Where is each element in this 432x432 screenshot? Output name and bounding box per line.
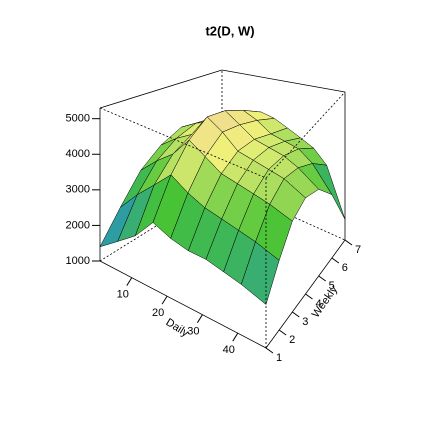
y-tick-label: 7 <box>355 244 361 256</box>
chart-title: t2(D, W) <box>205 23 254 38</box>
y-tick-label: 5 <box>329 280 335 292</box>
y-tick-label: 6 <box>342 262 348 274</box>
box-edge <box>99 260 267 349</box>
x-tick <box>161 295 168 305</box>
x-tick <box>232 332 239 342</box>
surface-facet <box>240 241 280 305</box>
y-tick-label: 1 <box>276 352 282 364</box>
x-tick-label: 30 <box>187 326 199 338</box>
box-edge <box>221 69 346 93</box>
y-tick <box>292 311 300 318</box>
y-tick <box>331 257 340 264</box>
x-tick <box>197 314 203 323</box>
y-tick <box>344 239 353 246</box>
x-tick-label: 40 <box>223 344 235 356</box>
z-tick-label: 3000 <box>66 184 90 196</box>
y-tick <box>278 329 287 336</box>
y-tick-label: 2 <box>289 334 295 346</box>
box-edge <box>221 184 346 241</box>
z-tick-label: 5000 <box>66 113 90 125</box>
box-edge <box>99 69 223 109</box>
x-tick-label: 10 <box>117 289 129 301</box>
y-tick-label: 3 <box>302 316 308 328</box>
y-tick <box>265 347 274 354</box>
y-tick-label: 4 <box>315 298 321 310</box>
y-tick <box>305 293 313 300</box>
z-tick-label: 2000 <box>66 219 90 231</box>
y-axis-label: Weekly <box>310 283 341 320</box>
y-tick <box>318 275 326 282</box>
z-tick-label: 4000 <box>66 148 90 160</box>
x-tick <box>126 277 133 286</box>
z-tick-label: 1000 <box>66 255 90 267</box>
box-edge <box>265 91 346 179</box>
x-tick-label: 20 <box>152 307 164 319</box>
